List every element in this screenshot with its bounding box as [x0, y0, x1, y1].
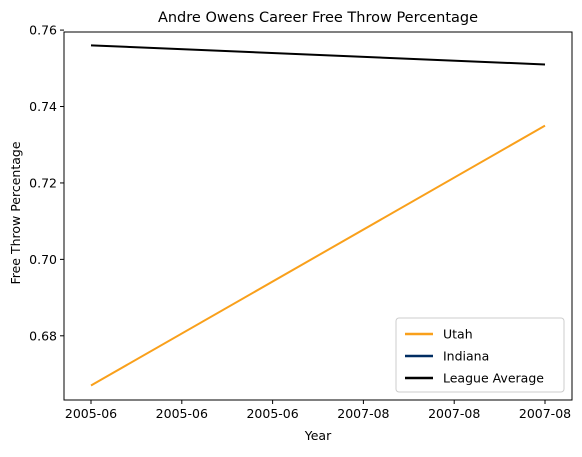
legend-label-league-average: League Average	[443, 371, 544, 386]
chart-title: Andre Owens Career Free Throw Percentage	[158, 10, 478, 26]
series-line-league-average	[90, 44, 546, 66]
x-tick-label: 2005-06	[156, 406, 208, 421]
chart-marks: 0.68 0.70 0.72 0.74 0.76 2005-06 2005-06 2005-0…	[29, 23, 573, 421]
x-tick-label: 2007-08	[519, 406, 571, 421]
legend-box	[395, 317, 565, 393]
y-tick-label: 0.70	[29, 252, 57, 267]
x-tick-label: 2005-06	[246, 406, 298, 421]
y-tick-label: 0.74	[29, 99, 57, 114]
x-tick-label: 2005-06	[65, 406, 117, 421]
x-tick-label: 2007-08	[337, 406, 389, 421]
y-tick-label: 0.72	[29, 175, 57, 190]
x-tick-label: 2007-08	[428, 406, 480, 421]
plot-frame	[63, 31, 573, 401]
y-axis-label: Free Throw Percentage	[8, 141, 23, 284]
legend-label-utah: Utah	[443, 327, 473, 342]
legend-label-indiana: Indiana	[443, 349, 489, 364]
y-tick-label: 0.76	[29, 23, 57, 38]
x-axis-label: Year	[304, 428, 332, 443]
series-line-utah	[90, 124, 546, 387]
y-tick-label: 0.68	[29, 328, 57, 343]
